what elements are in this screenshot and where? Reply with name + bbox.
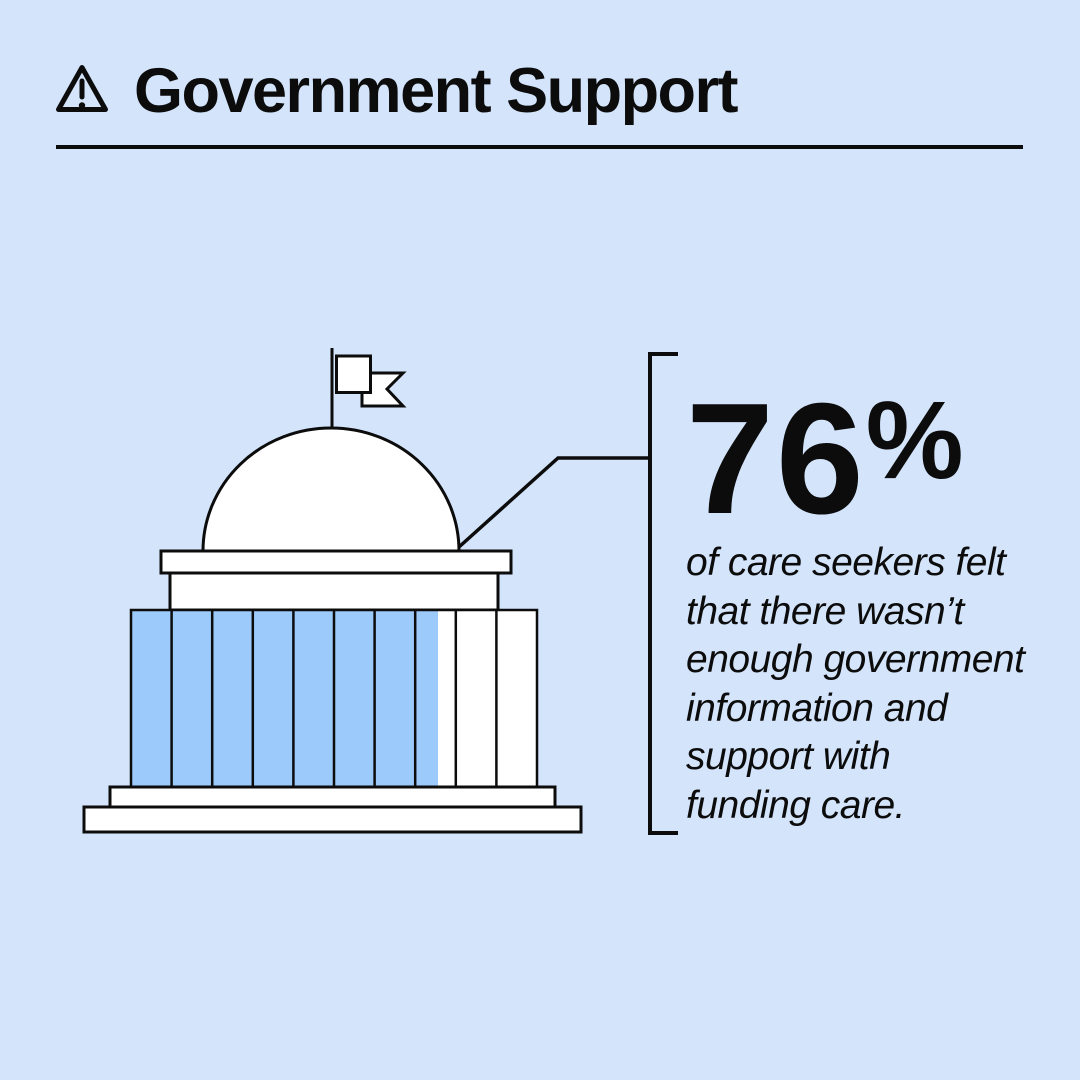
building-step-lower — [82, 805, 583, 834]
building-dome — [201, 426, 461, 553]
stat-line: that there wasn’t — [686, 589, 964, 633]
stat-line: of care seekers felt — [686, 541, 1006, 584]
building-step-upper — [108, 785, 557, 809]
callout-bracket — [648, 352, 678, 835]
flag-square — [335, 354, 372, 394]
flag-pennant — [360, 371, 407, 408]
stat-block: 76% of care seekers felt that there wasn… — [686, 361, 1025, 830]
columns-percent-fill — [131, 610, 438, 787]
stat-line: funding care. — [686, 783, 906, 827]
stat-number: 76% — [686, 361, 1024, 539]
stat-line: enough government — [686, 638, 1025, 681]
callout-connector-line — [457, 456, 650, 549]
building-entablature — [159, 549, 513, 575]
title-divider-rule — [56, 145, 1023, 149]
stat-value: 76 — [686, 371, 866, 547]
stat-description: of care seekers felt that there wasn’t e… — [686, 539, 1025, 830]
page-title: Government Support — [134, 56, 739, 126]
warning-exclamation-dot — [78, 102, 86, 109]
stat-percent-sign: % — [865, 379, 964, 502]
warning-triangle-outline — [56, 65, 108, 112]
building-frieze — [168, 571, 500, 612]
columns-grid — [129, 608, 539, 789]
stat-line: support with — [686, 735, 891, 778]
stat-line: information and — [686, 686, 948, 730]
warning-triangle-icon — [52, 60, 112, 118]
